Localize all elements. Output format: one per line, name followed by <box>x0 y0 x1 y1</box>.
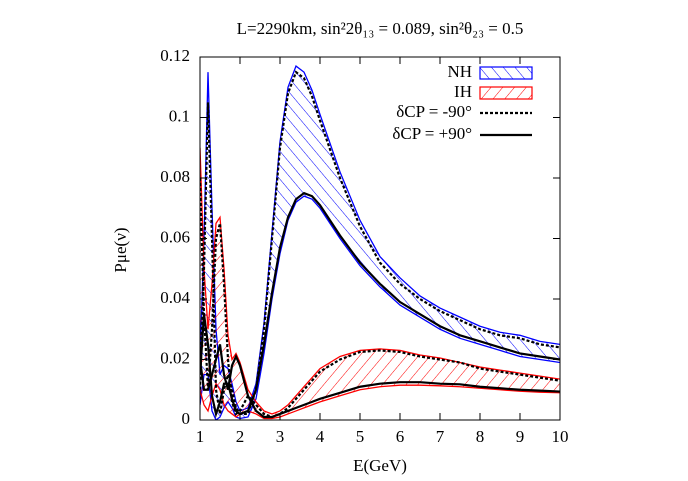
x-tick-label: 8 <box>476 427 485 446</box>
y-axis-label: Pμe(ν) <box>111 227 130 272</box>
chart-title: L=2290km, sin²2θ₁₃ = 0.089, sin²θ₂₃ = 0.… <box>237 19 524 38</box>
y-tick-label: 0.1 <box>169 106 190 125</box>
y-tick-label: 0.04 <box>160 288 190 307</box>
x-tick-label: 4 <box>316 427 325 446</box>
x-tick-label: 6 <box>396 427 405 446</box>
band-fill <box>200 66 560 420</box>
legend-label: NH <box>447 62 472 81</box>
y-tick-label: 0 <box>182 409 191 428</box>
curve <box>200 191 560 419</box>
x-tick-label: 10 <box>552 427 569 446</box>
x-tick-label: 3 <box>276 427 285 446</box>
y-tick-label: 0.12 <box>160 46 190 65</box>
y-tick-label: 0.02 <box>160 348 190 367</box>
x-tick-label: 5 <box>356 427 365 446</box>
plot-area <box>200 65 560 420</box>
y-tick-label: 0.08 <box>160 167 190 186</box>
y-tick-label: 0.06 <box>160 227 190 246</box>
legend-label: IH <box>454 82 472 101</box>
x-tick-label: 7 <box>436 427 445 446</box>
curve <box>200 344 560 419</box>
legend-label: δCP = -90° <box>396 102 472 121</box>
curve <box>200 177 560 419</box>
x-tick-label: 9 <box>516 427 525 446</box>
legend-label: δCP = +90° <box>392 124 472 143</box>
curve <box>200 70 560 416</box>
legend-swatch <box>479 66 533 80</box>
x-tick-label: 2 <box>236 427 245 446</box>
legend-swatch <box>479 86 533 100</box>
x-axis-label: E(GeV) <box>353 456 407 475</box>
x-tick-label: 1 <box>196 427 205 446</box>
